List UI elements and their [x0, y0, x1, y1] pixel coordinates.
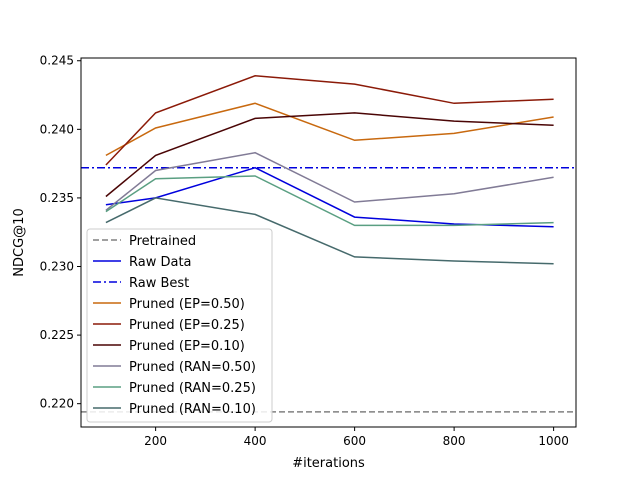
x-tick-label: 800: [443, 434, 466, 448]
legend-label: Pruned (EP=0.25): [129, 318, 245, 333]
x-tick-label: 1000: [538, 434, 569, 448]
legend: Pretrained Raw Data Raw Best Pruned (EP=0.5…: [86, 228, 273, 423]
y-tick-label: 0.240: [40, 122, 74, 136]
series-line-raw-data: [105, 166, 554, 228]
y-tick-label: 0.225: [40, 328, 74, 342]
series-line-pruned-ran-0-25-: [105, 175, 554, 227]
series-line-pruned-ran-0-10-: [105, 197, 554, 265]
legend-label: Pruned (EP=0.50): [129, 297, 245, 312]
x-tick-label: 200: [144, 434, 167, 448]
legend-box: [86, 228, 273, 423]
y-tick-label: 0.235: [40, 191, 74, 205]
y-tick-label: 0.220: [40, 397, 74, 411]
legend-label: Pretrained: [129, 234, 196, 249]
series-lines: [105, 75, 554, 265]
series-line-pruned-ep-0-50-: [105, 102, 554, 157]
legend-label: Pruned (RAN=0.25): [129, 381, 256, 396]
y-axis: 0.220 0.225 0.230 0.235 0.240 0.245: [40, 54, 81, 411]
y-tick-label: 0.245: [40, 54, 74, 68]
legend-label: Pruned (RAN=0.10): [129, 402, 256, 417]
plot-frame: [80, 57, 577, 428]
y-axis-title: NDCG@10: [12, 208, 27, 276]
x-axis-title: #iterations: [292, 456, 365, 471]
legend-label: Pruned (RAN=0.50): [129, 360, 256, 375]
series-line-pruned-ran-0-50-: [105, 151, 554, 211]
series-line-pruned-ep-0-25-: [105, 75, 554, 166]
x-tick-label: 400: [244, 434, 267, 448]
x-tick-label: 600: [343, 434, 366, 448]
legend-label: Raw Data: [129, 255, 192, 270]
y-tick-label: 0.230: [40, 260, 74, 274]
x-axis: 200 400 600 800 1000: [144, 427, 569, 448]
series-line-pruned-ep-0-10-: [105, 112, 554, 198]
legend-label: Pruned (EP=0.10): [129, 339, 245, 354]
legend-label: Raw Best: [129, 276, 189, 291]
